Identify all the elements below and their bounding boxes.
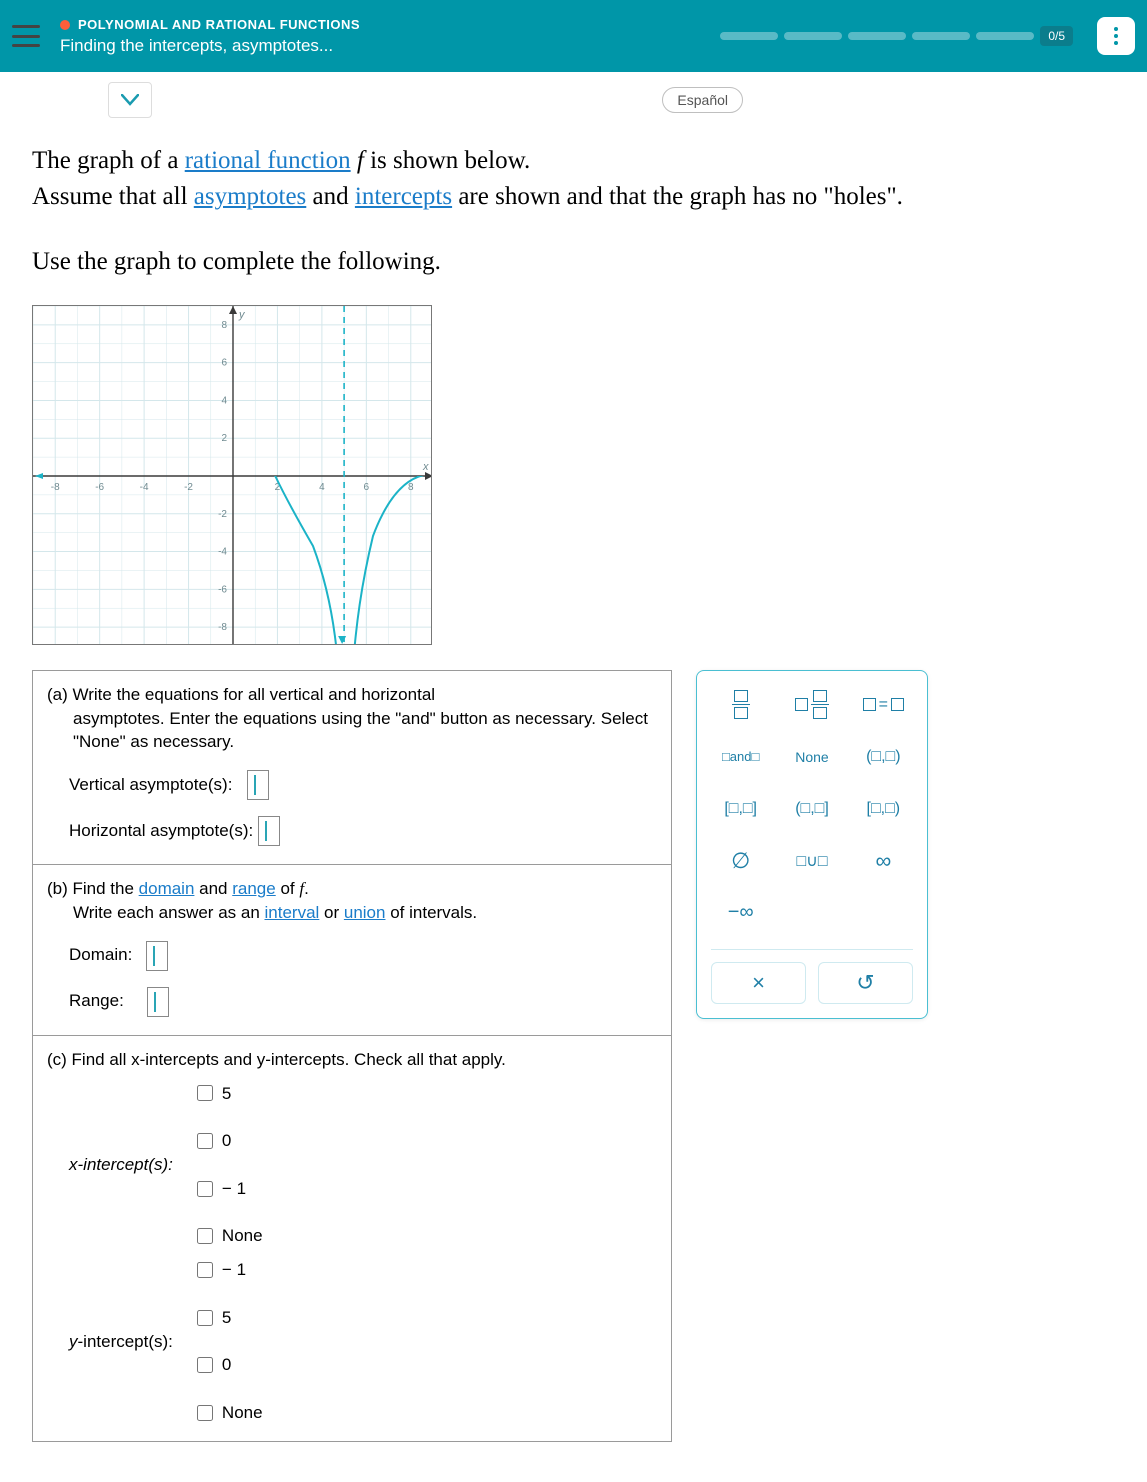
term-asymptotes[interactable]: asymptotes	[194, 183, 307, 210]
palette-fraction[interactable]	[711, 685, 770, 725]
toolbar: Español	[0, 72, 1147, 118]
language-button[interactable]: Español	[662, 87, 743, 113]
graph-figure: -8-6-4-22468-8-6-4-22468xy	[32, 305, 1115, 650]
question-a: (a) Write the equations for all vertical…	[32, 670, 672, 865]
x-intercept-option[interactable]: − 1	[193, 1177, 263, 1201]
svg-text:8: 8	[221, 320, 227, 331]
y-intercept-checkbox[interactable]	[197, 1405, 213, 1421]
y-intercept-checkbox[interactable]	[197, 1357, 213, 1373]
x-intercept-checkbox[interactable]	[197, 1085, 213, 1101]
term-range[interactable]: range	[232, 879, 275, 898]
palette-closed-closed[interactable]: [□,□]	[711, 789, 770, 829]
palette-open-open[interactable]: (□,□)	[854, 737, 913, 777]
x-intercept-label: x-intercept(s):	[69, 1153, 173, 1177]
svg-text:y: y	[238, 309, 246, 321]
palette-closed-open[interactable]: [□,□)	[854, 789, 913, 829]
palette-empty-set[interactable]: ∅	[711, 841, 770, 881]
term-intercepts[interactable]: intercepts	[355, 183, 452, 210]
more-menu-icon[interactable]	[1097, 17, 1135, 55]
x-intercept-option[interactable]: None	[193, 1224, 263, 1248]
y-intercept-option[interactable]: − 1	[193, 1258, 263, 1282]
palette-mixed-fraction[interactable]	[782, 685, 841, 725]
palette-open-closed[interactable]: (□,□]	[782, 789, 841, 829]
term-rational-function[interactable]: rational function	[185, 147, 351, 174]
y-intercept-option[interactable]: 5	[193, 1306, 263, 1330]
prompt-paragraph-1: The graph of a rational function f is sh…	[32, 143, 1115, 216]
svg-text:-2: -2	[184, 482, 193, 493]
svg-text:4: 4	[319, 482, 325, 493]
palette-equals[interactable]: =	[854, 685, 913, 725]
vertical-asymptote-input[interactable]	[247, 770, 269, 800]
y-intercept-label: y-intercept(s):	[69, 1330, 173, 1354]
palette-infinity[interactable]: ∞	[854, 841, 913, 881]
svg-text:2: 2	[221, 433, 227, 444]
svg-text:-6: -6	[218, 584, 227, 595]
lesson-title: Finding the intercepts, asymptotes...	[60, 36, 720, 56]
term-domain[interactable]: domain	[139, 879, 195, 898]
svg-text:-6: -6	[95, 482, 104, 493]
horizontal-asymptote-input[interactable]	[258, 816, 280, 846]
domain-label: Domain:	[69, 943, 132, 967]
y-intercept-option[interactable]: None	[193, 1401, 263, 1425]
svg-text:-4: -4	[218, 546, 227, 557]
palette-clear[interactable]: ×	[711, 962, 806, 1004]
chevron-down-icon	[121, 94, 139, 106]
question-c: (c) Find all x-intercepts and y-intercep…	[32, 1036, 672, 1442]
palette-undo[interactable]: ↺	[818, 962, 913, 1004]
x-intercept-option[interactable]: 0	[193, 1129, 263, 1153]
palette-and[interactable]: □and□	[711, 737, 770, 777]
progress-bar: 0/5	[720, 26, 1073, 46]
domain-input[interactable]	[146, 941, 168, 971]
svg-text:-2: -2	[218, 509, 227, 520]
symbol-palette: = □and□ None (□,□) [□,□] (□,□] [□,□) ∅ □∪□ ∞ −∞ × ↺	[696, 670, 928, 1019]
prompt-paragraph-2: Use the graph to complete the following.	[32, 244, 1115, 280]
x-intercept-option[interactable]: 5	[193, 1082, 263, 1106]
menu-icon[interactable]	[12, 25, 40, 47]
svg-text:6: 6	[364, 482, 370, 493]
record-dot-icon	[60, 20, 70, 30]
svg-text:-8: -8	[51, 482, 60, 493]
svg-text:x: x	[422, 461, 429, 473]
range-input[interactable]	[147, 987, 169, 1017]
palette-neg-infinity[interactable]: −∞	[711, 893, 770, 933]
app-header: POLYNOMIAL AND RATIONAL FUNCTIONS Findin…	[0, 0, 1147, 72]
svg-text:8: 8	[408, 482, 414, 493]
palette-union[interactable]: □∪□	[782, 841, 841, 881]
term-interval[interactable]: interval	[265, 903, 320, 922]
svg-text:-8: -8	[218, 622, 227, 633]
header-text: POLYNOMIAL AND RATIONAL FUNCTIONS Findin…	[60, 17, 720, 56]
svg-text:-4: -4	[140, 482, 149, 493]
x-intercept-checkbox[interactable]	[197, 1181, 213, 1197]
expand-toggle[interactable]	[108, 82, 152, 118]
range-label: Range:	[69, 989, 124, 1013]
horizontal-asymptote-label: Horizontal asymptote(s):	[69, 819, 253, 843]
y-intercept-checkbox[interactable]	[197, 1310, 213, 1326]
y-intercept-checkbox[interactable]	[197, 1262, 213, 1278]
svg-text:4: 4	[221, 395, 227, 406]
progress-count: 0/5	[1040, 26, 1073, 46]
x-intercept-checkbox[interactable]	[197, 1133, 213, 1149]
x-intercept-checkbox[interactable]	[197, 1228, 213, 1244]
svg-text:6: 6	[221, 357, 227, 368]
y-intercept-option[interactable]: 0	[193, 1353, 263, 1377]
question-b: (b) Find the domain and range of f. Writ…	[32, 865, 672, 1036]
category-label: POLYNOMIAL AND RATIONAL FUNCTIONS	[78, 17, 360, 32]
palette-none[interactable]: None	[782, 737, 841, 777]
term-union[interactable]: union	[344, 903, 386, 922]
vertical-asymptote-label: Vertical asymptote(s):	[69, 773, 232, 797]
